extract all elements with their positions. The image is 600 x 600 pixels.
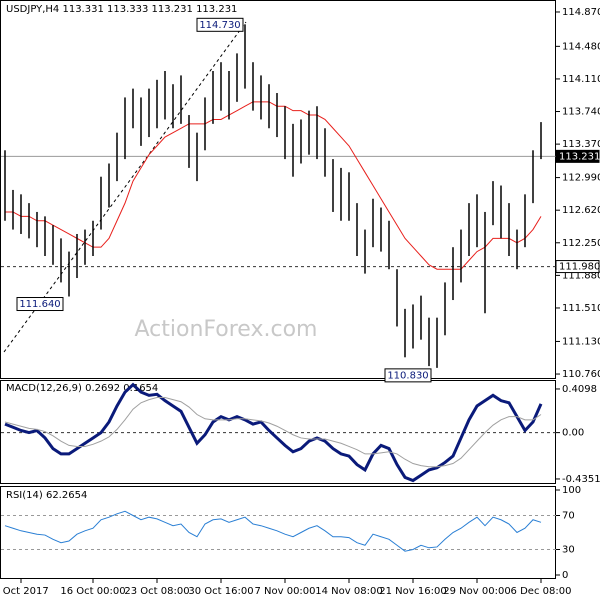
y-tick-label: 114.480 [562,41,600,52]
trend-line [3,21,247,353]
rsi-line [4,510,542,552]
y-tick-label: 112.990 [562,173,600,184]
y-tick-label: 110.760 [562,369,600,380]
y-tick-label: 0.00 [562,428,584,439]
annotation-box [196,17,244,32]
annotation-box [16,297,64,312]
x-tick-label: 23 Oct 08:00 [124,586,189,597]
x-tick-label: 6 Oct 2017 [0,586,49,597]
x-tick-label: 16 Oct 00:00 [60,586,125,597]
y-tick-label: 113.370 [562,139,600,150]
annotation-box [384,368,432,383]
main-panel [0,0,556,379]
level-label: 113.231 [559,151,600,162]
annotation-label: 111.640 [19,299,60,310]
y-tick-label: 70 [562,511,575,522]
y-tick-label: 30 [562,545,575,556]
annotation-label: 114.730 [199,20,240,31]
y-tick-label: 0 [562,570,568,581]
y-tick-label: 100 [562,485,581,496]
x-tick-label: 21 Nov 16:00 [379,586,446,597]
y-tick-label: 111.880 [562,270,600,281]
level-box [555,149,600,163]
macd-panel [0,380,556,484]
x-tick-label: 7 Nov 00:00 [254,586,315,597]
moving-average [5,101,542,270]
x-tick-label: 14 Nov 08:00 [315,586,382,597]
y-tick-label: 111.510 [562,303,600,314]
rsi-title: RSI(14) 62.2654 [6,490,87,501]
y-tick-label: 112.250 [562,238,600,249]
y-tick-label: 0.4098 [562,384,597,395]
rsi-panel [0,486,556,579]
y-tick-label: 113.740 [562,107,600,118]
annotation-label: 110.830 [387,370,428,381]
level-box [555,260,600,274]
macd-line [4,396,542,468]
y-tick-label: 112.620 [562,205,600,216]
y-tick-label: 111.130 [562,336,600,347]
level-label: 111.980 [559,262,600,273]
macd-line [4,382,543,483]
y-tick-label: 114.110 [562,74,600,85]
x-tick-label: 6 Dec 08:00 [511,586,572,597]
y-tick-label: 114.870 [562,7,600,18]
x-tick-label: 30 Oct 16:00 [188,586,253,597]
watermark: ActionForex.com [135,317,318,342]
macd-title: MACD(12,26,9) 0.2692 0.1654 [6,383,158,394]
chart-title: USDJPY,H4 113.331 113.333 113.231 113.23… [6,4,237,15]
y-tick-label: -0.4351 [562,474,600,485]
x-tick-label: 29 Nov 00:00 [443,586,510,597]
